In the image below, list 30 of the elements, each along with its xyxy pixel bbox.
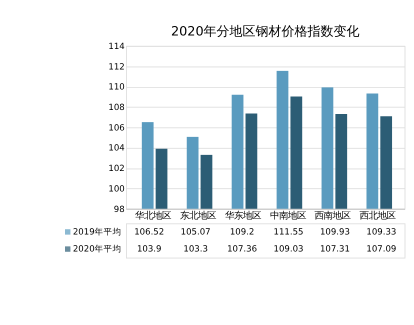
y-tick-label: 104 <box>108 144 125 154</box>
data-label: 107.31 <box>320 244 350 255</box>
x-tick-label: 东北地区 <box>180 210 216 222</box>
y-tick-label: 114 <box>108 42 125 52</box>
x-tick-label: 西北地区 <box>360 210 396 222</box>
x-tick-label: 西南地区 <box>314 210 351 222</box>
x-tick-label: 中南地区 <box>270 210 306 222</box>
y-tick-label: 110 <box>108 82 125 93</box>
data-label: 106.52 <box>134 228 164 238</box>
data-label: 103.9 <box>136 244 162 255</box>
data-label: 105.07 <box>180 228 211 238</box>
y-tick-label: 98 <box>114 204 125 215</box>
data-label: 109.2 <box>230 228 254 238</box>
y-tick-label: 102 <box>108 164 125 174</box>
y-tick-label: 112 <box>108 62 125 72</box>
data-label: 109.03 <box>274 244 304 255</box>
data-label: 107.09 <box>366 244 396 255</box>
x-tick-label: 华东地区 <box>224 210 261 222</box>
data-label: 109.93 <box>320 228 350 238</box>
chart-title: 2020年分地区钢材价格指数变化 <box>170 24 360 40</box>
y-tick-label: 100 <box>108 184 125 194</box>
data-label: 107.36 <box>227 244 258 255</box>
y-tick-label: 106 <box>108 123 125 134</box>
y-tick-label: 108 <box>108 103 125 113</box>
legend-label: 2020年平均 <box>72 244 122 255</box>
x-tick-label: 华北地区 <box>134 210 171 222</box>
data-label: 109.33 <box>366 228 396 238</box>
data-label: 111.55 <box>274 228 304 238</box>
data-label: 103.3 <box>183 244 208 255</box>
legend-label: 2019年平均 <box>72 226 122 238</box>
